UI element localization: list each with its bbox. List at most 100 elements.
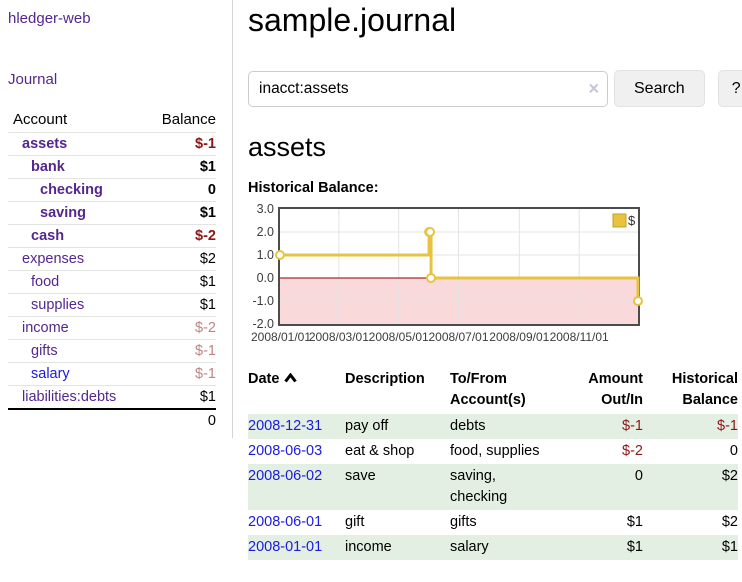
register-header-date[interactable]: Date: [248, 369, 345, 414]
account-balance: $-1: [142, 132, 216, 156]
account-name-cell: saving: [8, 201, 143, 225]
chart-title: Historical Balance:: [248, 180, 379, 196]
account-balance: $-1: [142, 339, 216, 363]
transaction-date-link[interactable]: 2008-06-03: [248, 443, 323, 459]
account-name-cell: cash: [8, 224, 143, 248]
register-header-accounts: To/From Account(s): [450, 371, 526, 408]
account-row: gifts $-1: [8, 339, 216, 363]
account-balance: $1: [142, 293, 216, 317]
register-row: 2008-06-02 save saving, checking 0 $2: [248, 464, 738, 510]
accounts-total-spacer: [8, 408, 143, 432]
svg-text:2008/01/01: 2008/01/01: [251, 330, 311, 344]
account-balance: $1: [142, 155, 216, 179]
app-title-link[interactable]: hledger-web: [8, 10, 91, 27]
account-row: expenses $2: [8, 247, 216, 271]
transaction-date-link[interactable]: 2008-12-31: [248, 418, 323, 434]
svg-text:2.0: 2.0: [257, 225, 274, 239]
transaction-amount: $1: [563, 535, 643, 560]
transaction-balance: $-1: [643, 414, 738, 439]
transaction-balance: $1: [643, 535, 738, 560]
svg-text:-1.0: -1.0: [252, 294, 274, 308]
account-link-cash[interactable]: cash: [31, 228, 65, 244]
account-link-assets[interactable]: assets: [22, 136, 68, 152]
transaction-balance: $2: [721, 514, 738, 530]
transaction-balance: $2: [643, 464, 738, 510]
account-name-cell: income: [8, 316, 143, 340]
account-balance: $2: [142, 247, 216, 271]
accounts-header-row: Account Balance: [8, 108, 216, 133]
account-link-food[interactable]: food: [31, 274, 60, 290]
search-button[interactable]: Search: [614, 70, 705, 107]
transaction-description: save: [345, 464, 450, 510]
account-link-checking[interactable]: checking: [40, 182, 103, 198]
account-row: cash $-2: [8, 224, 216, 248]
account-name-cell: supplies: [8, 293, 143, 317]
svg-text:2008/05/01: 2008/05/01: [369, 330, 429, 344]
transaction-description: pay off: [345, 414, 450, 439]
transaction-accounts: food, supplies: [450, 443, 540, 459]
register-header-row: Date Description To/From Account(s) Amou…: [248, 369, 738, 414]
help-button[interactable]: ?: [717, 70, 742, 107]
transaction-accounts: gifts: [450, 514, 477, 530]
accounts-total-value: 0: [142, 408, 216, 432]
transaction-date-link[interactable]: 2008-06-01: [248, 514, 323, 530]
account-name-cell: liabilities:debts: [8, 385, 143, 409]
account-link-saving[interactable]: saving: [40, 205, 86, 221]
transaction-amount: 0: [563, 464, 643, 510]
account-row: assets $-1: [8, 132, 216, 156]
accounts-total-row: 0: [8, 408, 216, 432]
accounts-header-balance: Balance: [161, 111, 216, 128]
page-title: sample.journal: [248, 2, 457, 38]
register-row: 2008-06-01 gift gifts $1 $2: [248, 510, 738, 535]
account-link-salary[interactable]: salary: [31, 366, 70, 382]
main-content: sample.journal × Search ? assets Histori…: [233, 0, 742, 560]
transaction-date-cell: 2008-06-01: [248, 510, 345, 535]
transaction-date-link[interactable]: 2008-01-01: [248, 539, 323, 555]
svg-text:1.0: 1.0: [257, 248, 274, 262]
account-link-liabilities-debts[interactable]: liabilities:debts: [22, 389, 117, 405]
register-table: Date Description To/From Account(s) Amou…: [248, 369, 738, 560]
account-name-cell: checking: [8, 178, 143, 202]
account-row: saving $1: [8, 201, 216, 225]
svg-text:2008/11/01: 2008/11/01: [550, 330, 609, 344]
account-balance: $1: [142, 385, 216, 409]
sidebar-item-journal[interactable]: Journal: [8, 71, 58, 88]
account-link-supplies[interactable]: supplies: [31, 297, 85, 313]
svg-text:$: $: [628, 213, 636, 228]
transaction-amount: $1: [626, 514, 643, 530]
accounts-table: Account Balance assets $-1 bank $1 checking 0…: [8, 108, 216, 432]
account-name-cell: salary: [8, 362, 143, 386]
svg-text:3.0: 3.0: [257, 203, 274, 216]
account-row: salary $-1: [8, 362, 216, 386]
y-axis-tick-labels: 3.0 2.0 1.0 0.0 -1.0 -2.0: [252, 202, 274, 331]
account-name-cell: food: [8, 270, 143, 294]
register-row: 2008-06-03 eat & shop food, supplies $-2 0: [248, 439, 738, 464]
transaction-description: income: [345, 535, 450, 560]
account-balance: $-2: [142, 224, 216, 248]
historical-balance-chart: $3.0 2.0 1.0 0.0 -1.0 -2.02008/01/012008/03/0…: [251, 202, 643, 344]
transaction-amount: $-2: [622, 443, 643, 459]
account-link-bank[interactable]: bank: [31, 159, 65, 175]
transaction-amount: $-1: [563, 414, 643, 439]
search-input[interactable]: [248, 70, 608, 107]
account-balance: 0: [142, 178, 216, 202]
register-header-description: Description: [345, 371, 425, 387]
account-name-cell: expenses: [8, 247, 143, 271]
account-link-income[interactable]: income: [22, 320, 69, 336]
account-balance: $-2: [142, 316, 216, 340]
register-row: 2008-01-01 income salary $1 $1: [248, 535, 738, 560]
clear-search-icon[interactable]: ×: [588, 77, 599, 98]
account-link-gifts[interactable]: gifts: [31, 343, 58, 359]
account-name-cell: gifts: [8, 339, 143, 363]
register-row: 2008-12-31 pay off debts $-1 $-1: [248, 414, 738, 439]
account-row: bank $1: [8, 155, 216, 179]
app-layout: hledger-web Journal Account Balance asse…: [0, 0, 742, 560]
svg-text:2008/09/01: 2008/09/01: [489, 330, 549, 344]
transaction-description: eat & shop: [345, 443, 415, 459]
chart-container: $3.0 2.0 1.0 0.0 -1.0 -2.0 2008/01/01 2008/03/0…: [248, 202, 742, 353]
account-row: checking 0: [8, 178, 216, 202]
app-title: hledger-web: [8, 10, 232, 27]
account-link-expenses[interactable]: expenses: [22, 251, 85, 267]
sidebar: hledger-web Journal Account Balance asse…: [0, 0, 233, 438]
transaction-date-link[interactable]: 2008-06-02: [248, 468, 323, 484]
